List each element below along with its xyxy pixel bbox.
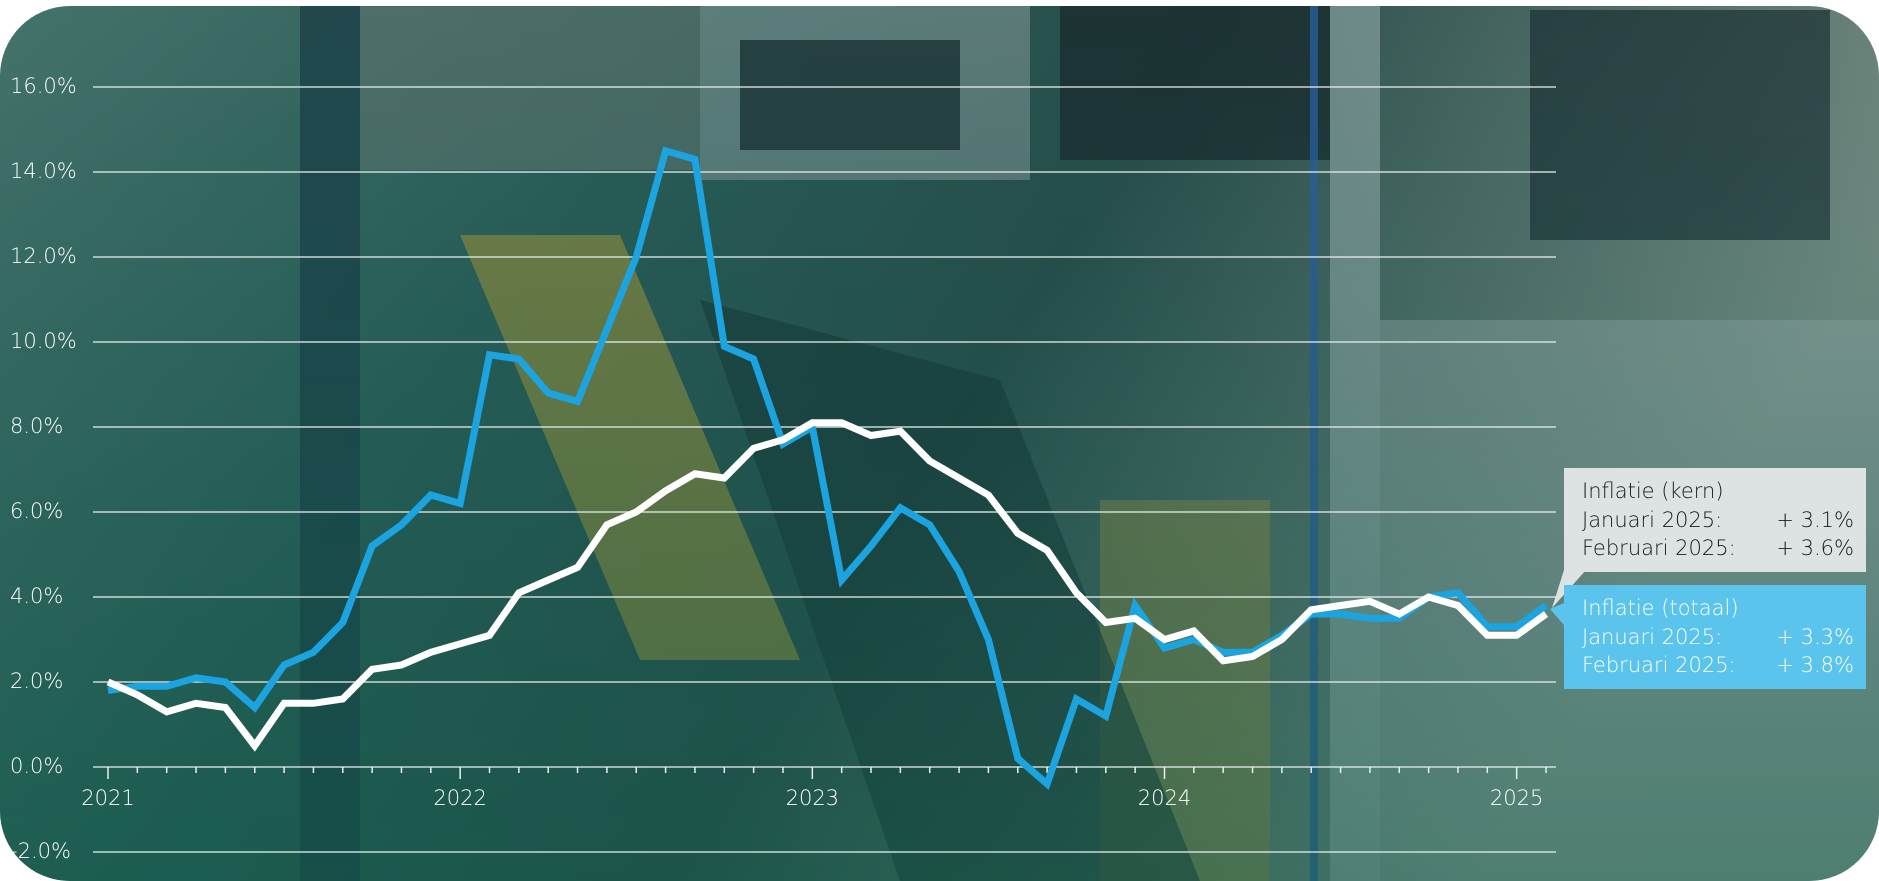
y-tick-label: 10.0% [10, 329, 77, 353]
legend-callout: Inflatie (kern) Januari 2025: + 3.1% Februa… [1552, 468, 1866, 608]
x-tick-label: 2025 [1490, 786, 1543, 810]
callout-label: Februari 2025: [1582, 653, 1736, 677]
callout-value: + 3.8% [1776, 653, 1854, 677]
legend-entry: Inflatie (kern) [1582, 479, 1724, 503]
y-tick-label: 8.0% [10, 414, 63, 438]
y-tick-label: 12.0% [10, 244, 77, 268]
callout-value: + 3.3% [1776, 625, 1854, 649]
y-tick-label: -2.0% [10, 839, 71, 863]
x-tick-label: 2023 [786, 786, 839, 810]
series-line [106, 419, 1549, 752]
callout-value: + 3.1% [1776, 508, 1854, 532]
y-tick-label: 0.0% [10, 754, 63, 778]
callout-pointer [1550, 603, 1564, 625]
x-tick-label: 2021 [81, 786, 134, 810]
callout-box [1564, 585, 1866, 689]
callout-label: Januari 2025: [1582, 508, 1722, 532]
y-tick-label: 2.0% [10, 669, 63, 693]
callout-label: Januari 2025: [1582, 625, 1722, 649]
legend-callout: Inflatie (totaal) Januari 2025: + 3.3% Febr… [1550, 585, 1866, 689]
legend-entry: Inflatie (totaal) [1582, 596, 1739, 620]
x-tick-label: 2022 [433, 786, 486, 810]
x-tick-label: 2024 [1138, 786, 1191, 810]
callout-value: + 3.6% [1776, 536, 1854, 560]
y-tick-label: 14.0% [10, 159, 77, 183]
y-tick-label: 4.0% [10, 584, 63, 608]
y-tick-label: 16.0% [10, 74, 77, 98]
y-tick-label: 6.0% [10, 499, 63, 523]
callout-box [1564, 468, 1866, 572]
callout-label: Februari 2025: [1582, 536, 1736, 560]
